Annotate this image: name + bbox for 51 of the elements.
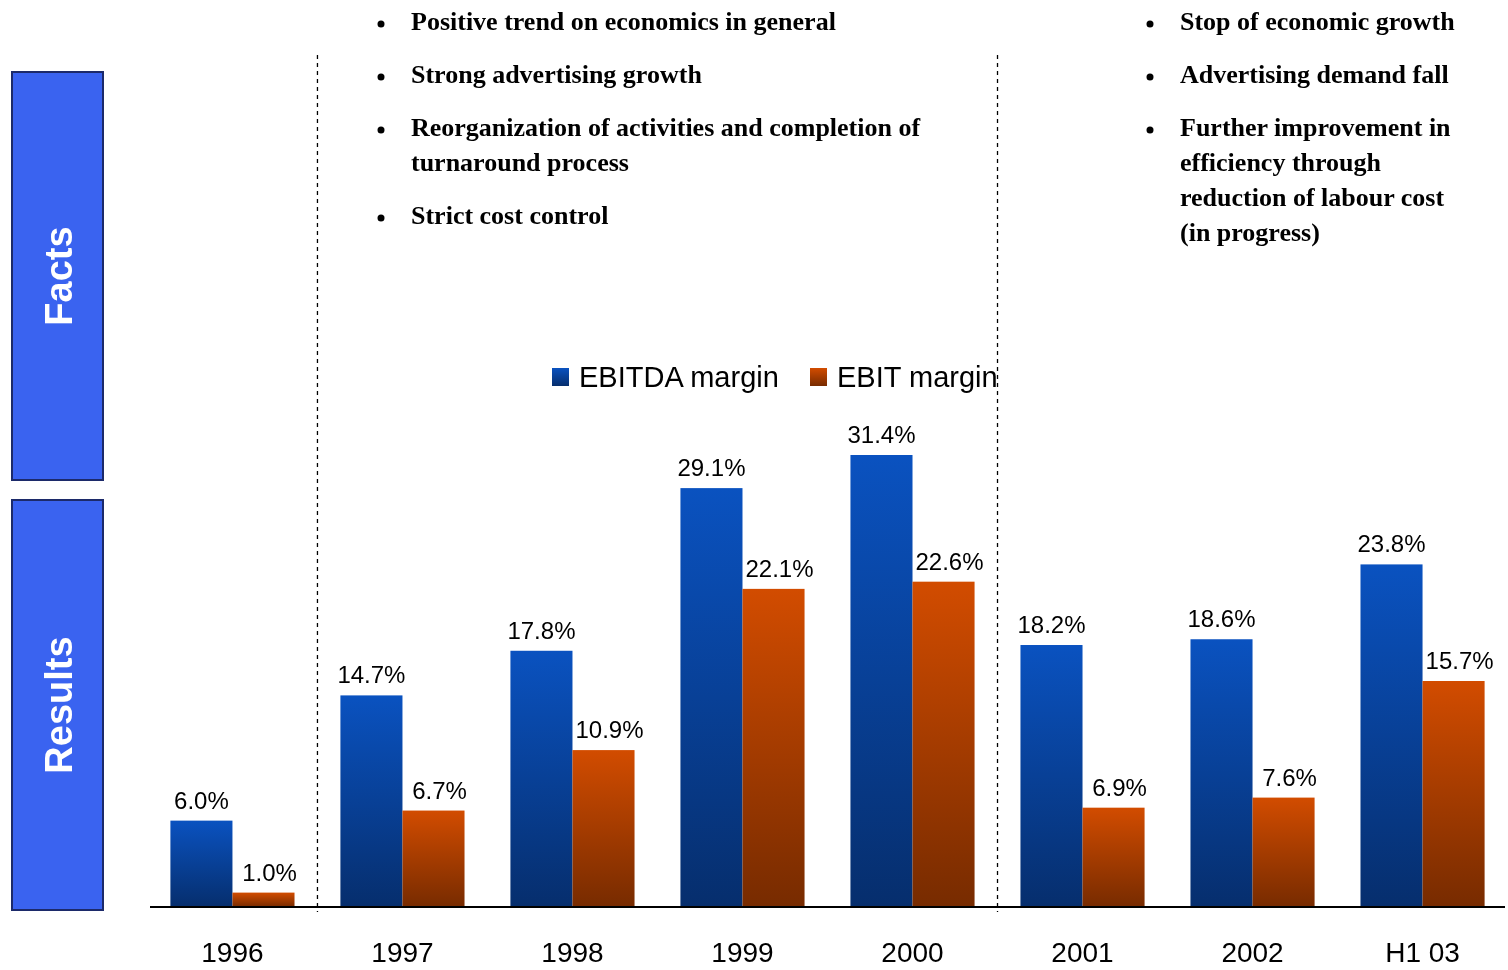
data-label: 31.4% <box>847 421 916 448</box>
text: Strict cost control <box>411 200 609 230</box>
bar <box>170 820 233 907</box>
text: Reorganization of activities and completion of turnaround process <box>411 112 921 177</box>
x-tick-label: 2001 <box>1051 937 1114 969</box>
text: Further improvement in efficiency through reduction of labour cost (in progress) <box>1180 112 1452 247</box>
text: Facts <box>38 226 80 326</box>
data-label: 1.0% <box>242 858 297 886</box>
data-label: 6.7% <box>412 776 467 804</box>
bar <box>510 650 573 907</box>
bar <box>572 750 635 907</box>
data-label: 17.8% <box>507 616 576 644</box>
data-label: 15.7% <box>1425 647 1494 674</box>
bar <box>1252 797 1315 907</box>
data-label: 23.8% <box>1357 530 1426 558</box>
bar <box>850 455 913 907</box>
bar <box>680 488 743 907</box>
x-tick-label: 1999 <box>711 937 774 969</box>
bar <box>1360 564 1423 907</box>
data-label: 18.2% <box>1017 611 1086 639</box>
x-tick-label: 2000 <box>881 937 944 969</box>
data-label: 22.1% <box>745 554 814 582</box>
data-label: 29.1% <box>677 454 746 482</box>
bar <box>402 810 465 907</box>
data-label: 6.9% <box>1092 773 1147 801</box>
text: Advertising demand fall <box>1180 59 1449 89</box>
bar <box>1020 645 1083 907</box>
text: Strong advertising growth <box>411 59 703 89</box>
bar <box>232 892 295 907</box>
x-tick-label: 1996 <box>201 937 264 969</box>
x-tick-label: 1997 <box>371 937 434 969</box>
data-label: 7.6% <box>1262 763 1317 791</box>
data-label: 22.6% <box>915 547 984 575</box>
data-label: 18.6% <box>1187 605 1256 633</box>
bar <box>1422 681 1485 907</box>
legend-label: EBITDA margin <box>579 360 779 393</box>
text: Stop of economic growth <box>1180 6 1456 36</box>
bar <box>912 581 975 907</box>
bar <box>340 695 403 907</box>
bar <box>742 588 805 907</box>
x-tick-label: 2002 <box>1221 937 1284 969</box>
data-label: 14.7% <box>337 661 406 689</box>
x-tick-label: H1 03 <box>1385 937 1460 969</box>
text: Results <box>38 636 80 774</box>
bar <box>1190 639 1253 907</box>
data-label: 6.0% <box>174 786 229 814</box>
data-label: 10.9% <box>575 716 644 744</box>
bar <box>1082 807 1145 907</box>
x-tick-label: 1998 <box>541 937 604 969</box>
text: Positive trend on economics in general <box>411 6 836 36</box>
legend-label: EBIT margin <box>837 360 998 393</box>
